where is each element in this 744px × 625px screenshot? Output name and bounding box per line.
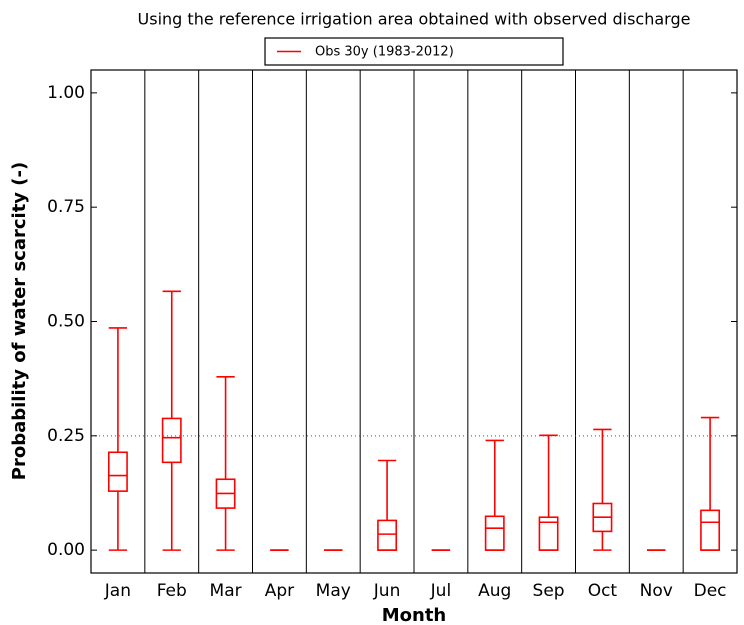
y-tick-label: 0.00 [47,540,85,560]
x-tick-label: Sep [533,581,565,601]
box [161,417,182,464]
x-tick-label: May [316,581,351,601]
x-tick-label: Jan [104,581,131,601]
legend-box [264,37,564,66]
box [484,515,505,551]
x-tick-label: Jul [430,581,452,601]
x-tick-label: Aug [478,581,511,601]
x-tick-label: Nov [640,581,673,601]
x-axis-label: Month [382,605,447,625]
y-axis-label: Probability of water scarcity (-) [9,162,30,480]
x-tick-label: Mar [210,581,242,601]
box [107,451,128,492]
x-tick-label: Oct [588,581,618,601]
y-tick-label: 0.25 [47,426,85,446]
box [700,509,721,551]
x-tick-label: Feb [157,581,187,601]
y-tick-label: 0.75 [47,197,85,217]
x-tick-label: Apr [265,581,294,601]
x-tick-label: Dec [694,581,727,601]
y-tick-label: 0.50 [47,312,85,332]
y-tick-label: 1.00 [47,83,85,103]
box [377,519,398,551]
box [538,516,559,551]
legend-label: Obs 30y (1983-2012) [315,45,454,60]
x-tick-label: Jun [373,581,401,601]
chart-title: Using the reference irrigation area obta… [138,10,691,29]
